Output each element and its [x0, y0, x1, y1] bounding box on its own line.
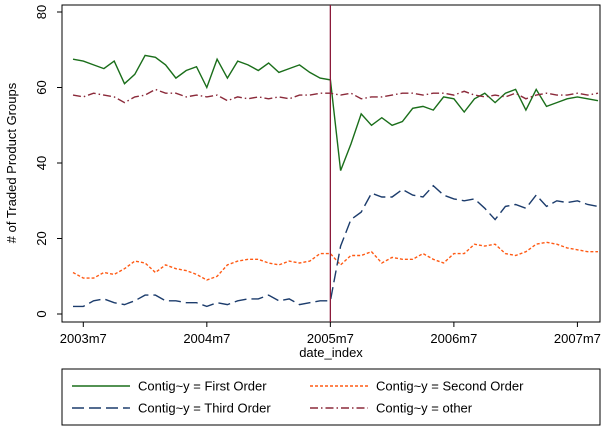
y-tick-label: 80	[34, 5, 49, 19]
x-axis-label: date_index	[299, 345, 363, 360]
legend-box	[61, 368, 601, 426]
x-tick-label: 2004m7	[183, 331, 230, 346]
legend-label: Contig~y = other	[376, 401, 473, 416]
x-tick-label: 2006m7	[430, 331, 477, 346]
legend-label: Contig~y = Third Order	[138, 401, 271, 416]
legend-label: Contig~y = First Order	[138, 379, 267, 394]
y-tick-label: 40	[34, 156, 49, 170]
x-tick-label: 2005m7	[307, 331, 354, 346]
x-tick-label: 2007m7	[554, 331, 601, 346]
y-tick-label: 0	[34, 310, 49, 317]
series-line	[72, 241, 598, 281]
y-tick-label: 20	[34, 231, 49, 245]
legend-label: Contig~y = Second Order	[376, 379, 524, 394]
y-tick-label: 60	[34, 80, 49, 94]
series-line	[73, 184, 599, 308]
series-line	[72, 54, 599, 171]
y-axis-label: # of Traded Product Groups	[4, 82, 19, 243]
series-line	[72, 88, 599, 104]
x-tick-label: 2003m7	[60, 331, 107, 346]
